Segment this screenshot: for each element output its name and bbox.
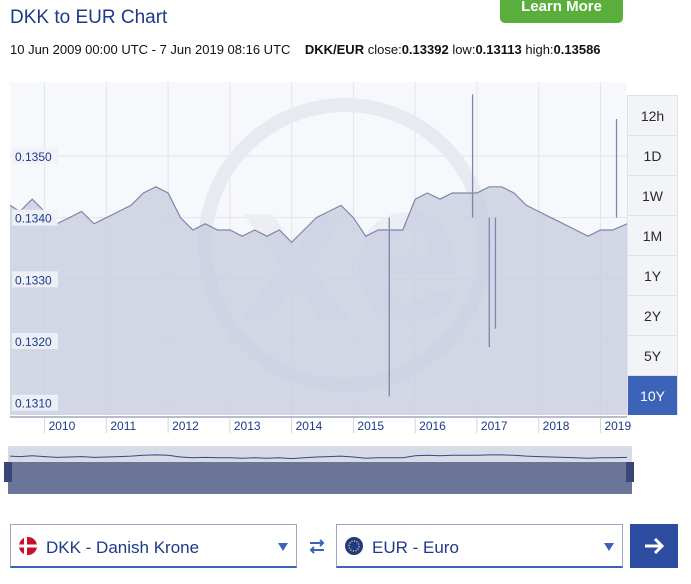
rate-spikes [388,94,618,397]
range-button-1y[interactable]: 1Y [627,255,678,295]
y-axis-ticks: 0.1350 0.1340 0.1330 0.1320 0.1310 [12,148,58,411]
x-tick-label: 2017 [481,419,508,433]
x-tick-label: 2016 [419,419,446,433]
range-button-10y[interactable]: 10Y [627,375,678,415]
navigator-left-handle[interactable] [4,462,12,482]
x-tick-label: 2015 [357,419,384,433]
chevron-down-icon [604,543,614,551]
y-tick-bg-1 [12,209,58,226]
chevron-down-icon [278,543,288,551]
x-axis-ticks: 2010 2011 2012 2013 2014 2015 2016 2017 2018 2019 [44,416,631,433]
range-navigator[interactable] [4,446,634,494]
close-label: close: [367,42,402,57]
range-button-group: 12h 1D 1W 1M 1Y 2Y 5Y 10Y [627,95,678,415]
range-button-2y[interactable]: 2Y [627,295,678,335]
pair-label: DKK/EUR [304,42,365,57]
x-tick-label: 2012 [172,419,199,433]
range-button-1d[interactable]: 1D [627,135,678,175]
close-value: 0.13392 [401,42,449,57]
range-button-12h[interactable]: 12h [627,95,678,135]
rate-area [10,186,627,415]
y-tick-label: 0.1320 [15,335,52,349]
range-button-1w[interactable]: 1W [627,175,678,215]
low-label: low: [452,42,476,57]
convert-go-button[interactable] [630,524,678,568]
y-tick-label: 0.1310 [15,397,52,411]
learn-more-button[interactable]: Learn More [500,0,623,23]
date-range: 10 Jun 2009 00:00 UTC - 7 Jun 2019 08:16… [10,42,291,57]
chart-info-bar: 10 Jun 2009 00:00 UTC - 7 Jun 2019 08:16… [10,42,601,57]
denmark-flag-icon [19,537,37,555]
x-tick-label: 2011 [110,419,136,433]
x-tick-label: 2019 [604,419,631,433]
from-currency-select[interactable]: DKK - Danish Krone [10,524,297,568]
range-button-1m[interactable]: 1M [627,215,678,255]
y-tick-bg-3 [12,333,58,349]
navigator-line [9,454,628,460]
navigator-right-handle[interactable] [626,462,634,482]
rate-line [9,186,628,244]
x-tick-label: 2010 [49,419,76,433]
y-tick-label: 0.1330 [15,273,52,287]
x-tick-label: 2013 [234,419,261,433]
y-tick-bg-2 [12,271,58,288]
y-tick-bg-4 [12,394,58,411]
high-label: high: [525,42,554,57]
x-tick-label: 2018 [543,419,570,433]
to-currency-select[interactable]: EUR - Euro [336,524,623,568]
from-currency-label: DKK - Danish Krone [46,538,200,557]
high-value: 0.13586 [553,42,601,57]
range-button-5y[interactable]: 5Y [627,335,678,375]
y-tick-bg-0 [12,148,58,164]
low-value: 0.13113 [475,42,522,57]
y-tick-label: 0.1340 [15,212,52,226]
arrow-right-icon [645,537,665,555]
page-title: DKK to EUR Chart [10,7,168,28]
x-tick-label: 2014 [296,419,323,433]
eu-flag-icon [345,537,363,555]
to-currency-label: EUR - Euro [372,538,459,557]
swap-icon[interactable] [306,535,328,557]
y-tick-label: 0.1350 [15,150,52,164]
